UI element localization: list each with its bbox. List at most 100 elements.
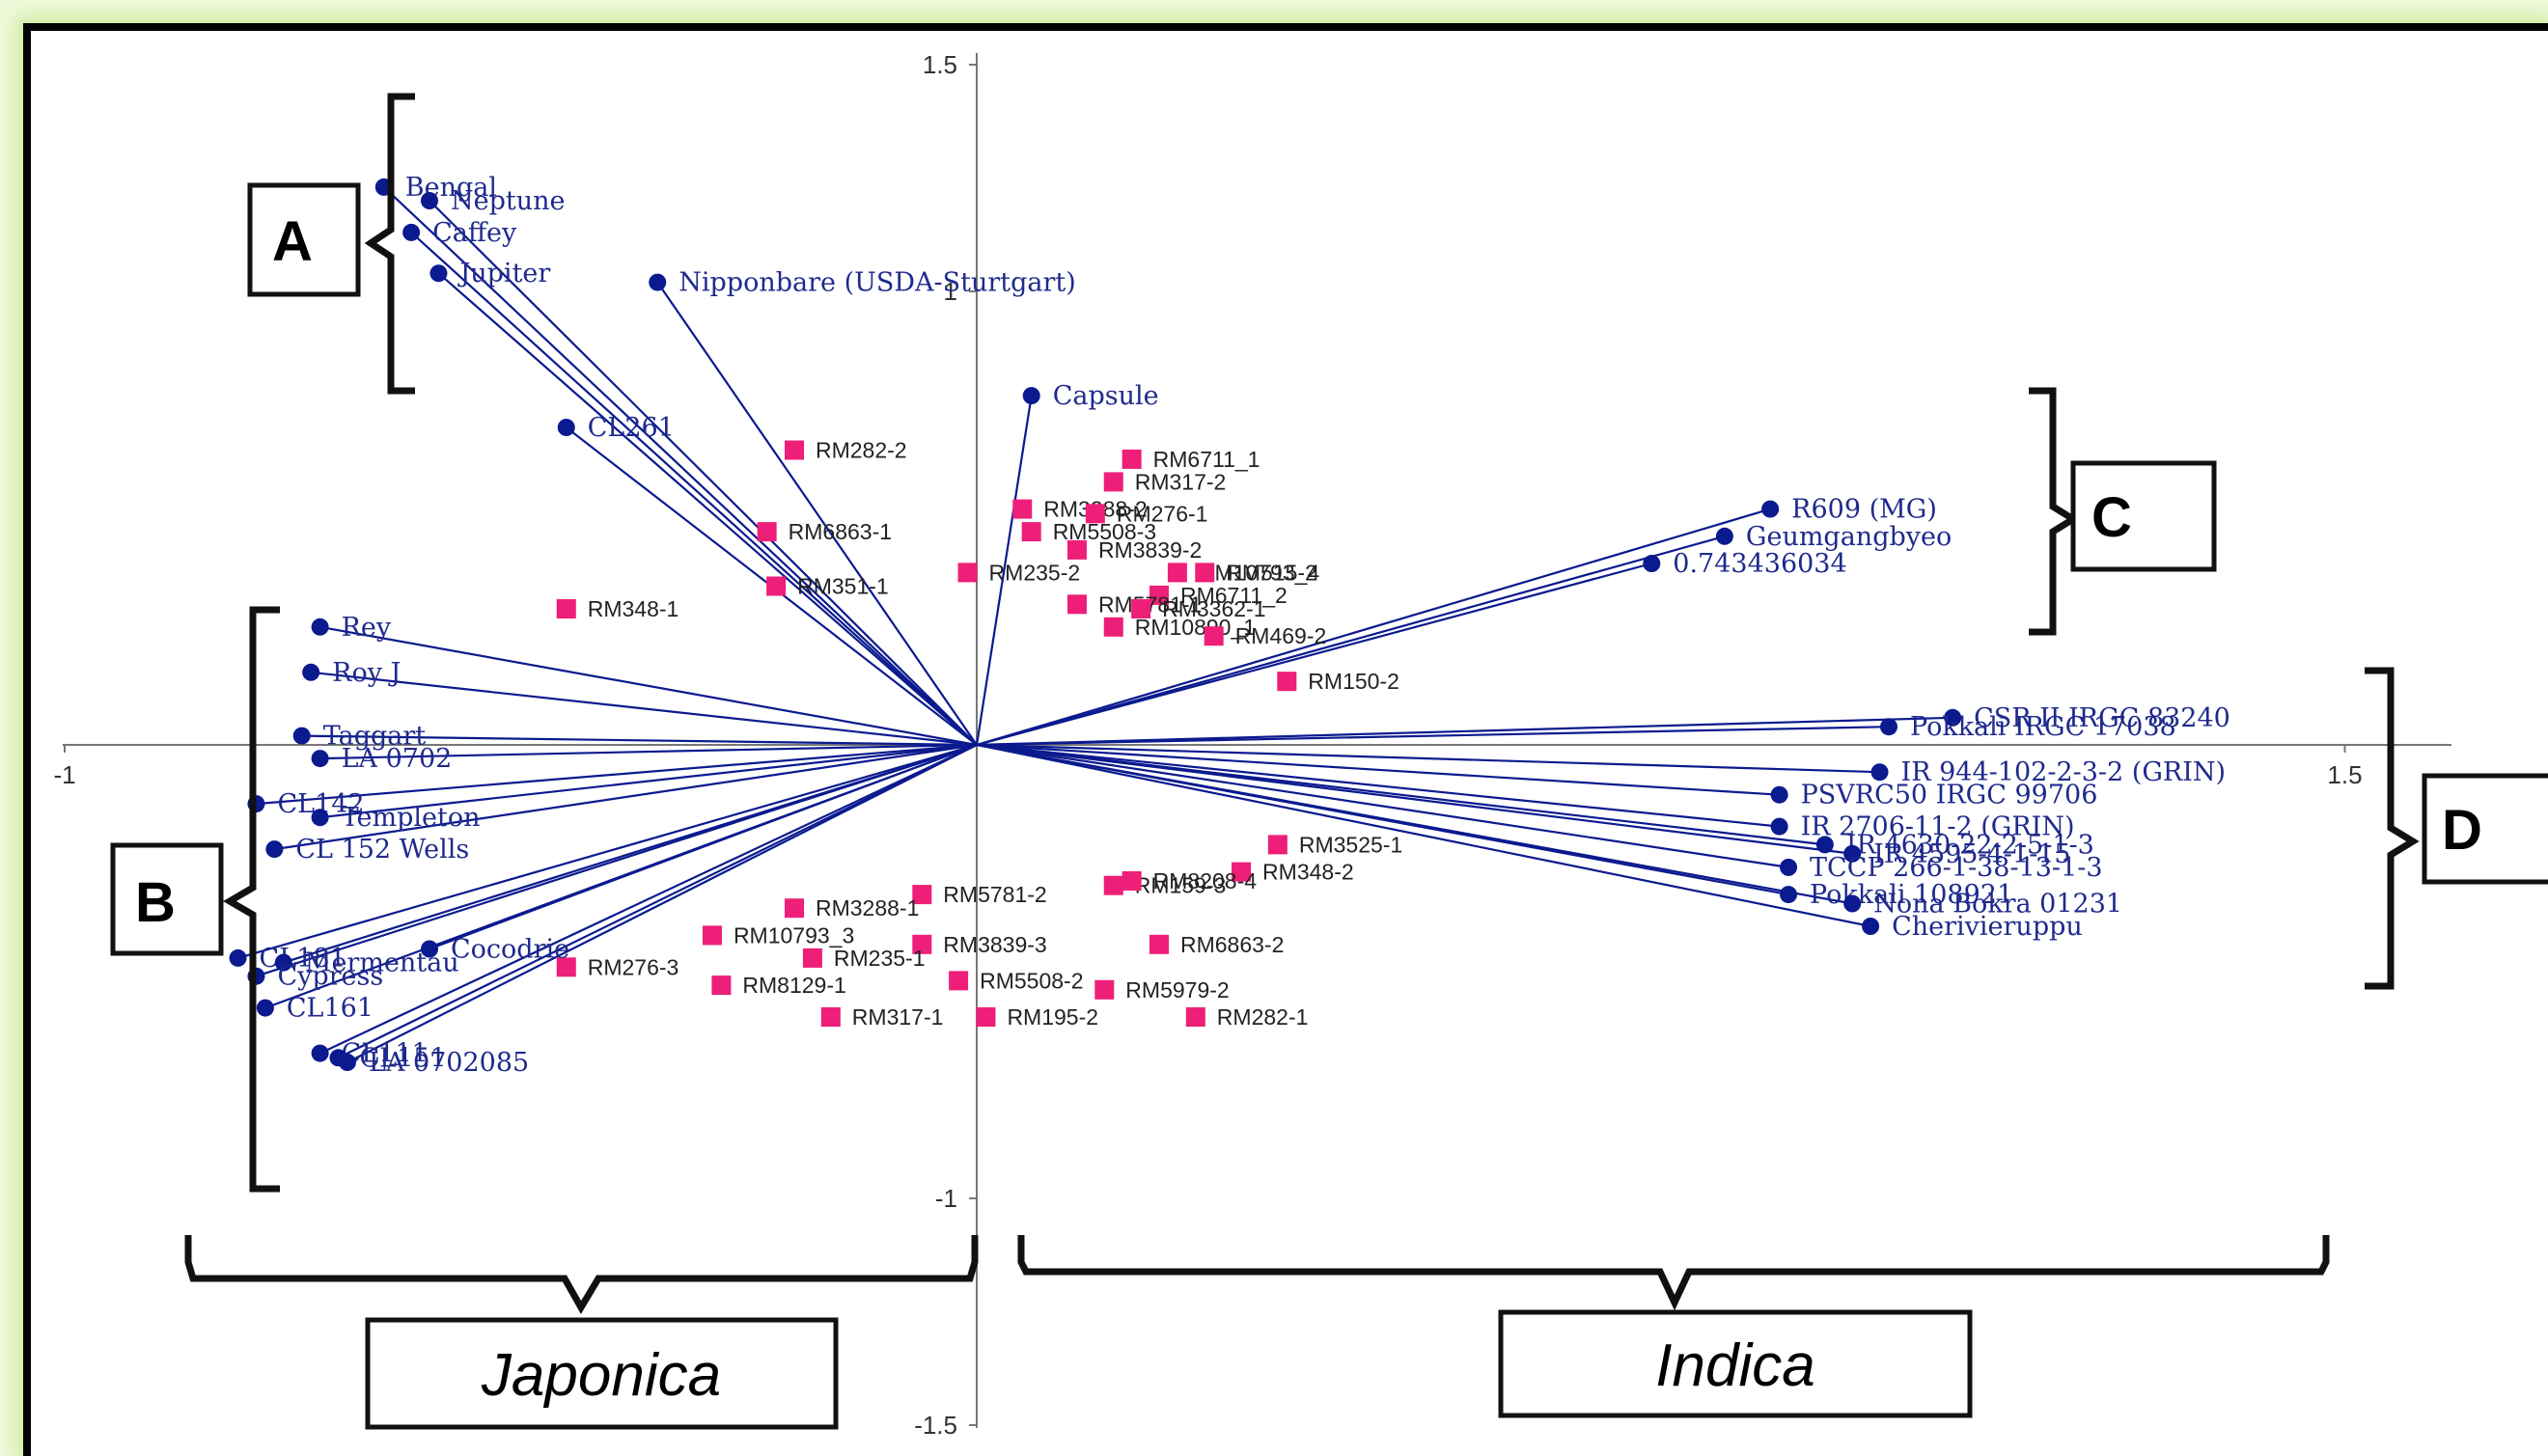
genotype-point [229,948,247,967]
y-tick-label: -1.5 [914,1411,957,1440]
genotype-point [402,223,421,241]
marker-label: RM351-1 [797,574,889,599]
genotype-vector [301,734,978,747]
genotype-label: Neptune [451,186,566,216]
genotype-point [265,840,284,859]
genotype-point [649,273,667,291]
marker-point [1149,934,1169,954]
genotype-label: PSVRC50 IRGC 99706 [1801,781,2098,810]
genotype-vector [256,743,978,806]
genotype-point [1862,918,1880,935]
bracket-c [2029,387,2080,636]
genotype-point [302,663,320,681]
marker-point [1021,522,1041,542]
japonica-label: Japonica [481,1342,721,1409]
y-tick-label: 1 [944,277,957,306]
marker-label: RM10793_4 [1199,560,1320,585]
y-tick-label: 1.5 [923,50,957,79]
genotype-point [1761,500,1780,518]
y-tick-label: -1 [935,1184,957,1213]
marker-point [702,925,722,946]
genotype-label: IR 944-102-2-3-2 (GRIN) [1901,757,2227,787]
genotype-point [1870,763,1889,782]
genotype-vector [319,625,978,747]
genotype-label: Roy J [332,658,401,688]
group-a-box: A [247,182,361,297]
marker-point [711,975,732,996]
genotype-label: CL151 [360,1043,447,1073]
genotype-vector [656,281,978,746]
genotype-vector [256,743,978,977]
genotype-point [274,953,292,972]
genotype-label: Templeton [342,803,481,833]
marker-point [1103,875,1123,895]
genotype-point [1770,817,1788,836]
genotype-point [1643,555,1661,572]
genotype-vector [346,744,978,1063]
genotype-label: IR 4595-4-1-15 [1873,839,2070,869]
marker-label: RM317-2 [1135,469,1227,494]
marker-point [976,1007,996,1027]
marker-label: RM276-1 [1117,501,1208,526]
marker-point [1204,626,1224,646]
genotype-label: LA 0702 [342,744,453,774]
indica-label: Indica [1655,1332,1814,1399]
genotype-vectors [237,186,1953,1063]
genotype-point [1022,387,1040,405]
marker-point [1232,862,1252,882]
genotype-point [311,750,329,768]
genotype-vector [976,508,1771,747]
bracket-indica [1017,1235,2330,1311]
marker-point [949,971,969,991]
x-tick-label: 1.5 [2327,760,2362,789]
genotype-vector [264,743,978,1009]
genotype-label: Taggart [323,722,427,752]
genotype-point [1780,858,1798,876]
genotype-point [256,999,274,1017]
genotype-vector [976,743,1880,774]
marker-point [1149,585,1169,605]
marker-point [912,934,932,954]
marker-label: RM317-1 [852,1004,944,1030]
marker-label: RM8129-1 [742,973,845,998]
genotype-label: Cherivieruppu [1892,912,2083,942]
marker-label: RM5781-2 [943,882,1046,907]
genotype-vector [410,232,978,746]
genotype-label: CL161 [287,994,374,1024]
genotype-point [311,809,329,827]
genotype-vector [319,744,978,1055]
genotype-point [421,940,438,958]
marker-point [1103,472,1123,492]
genotype-label: Pokkali 108921 [1810,880,2013,910]
genotype-point [311,618,329,636]
marker-label: RM282-2 [816,438,907,463]
marker-label: RM348-2 [1262,860,1354,885]
marker-point [1277,672,1297,692]
marker-label: RM3362-1 [1162,596,1265,621]
genotype-vector [976,726,1890,747]
genotype-label: Geumgangbyeo [1746,522,1952,552]
genotype-label: Nipponbare (USDA-Sturtgart) [679,268,1076,298]
genotype-label: Capsule [1053,381,1159,411]
marker-label: RM3288-1 [816,895,919,920]
bracket-b [223,606,280,1193]
genotype-label: TCCP 266-1-38-13-1-3 [1810,853,2102,883]
marker-label: RM159-3 [1135,873,1227,898]
genotype-label: IR 4630-22-2-5-1-3 [1846,830,2094,860]
marker-label: RM5508-3 [1053,519,1156,544]
marker-point [785,440,804,460]
marker-label: RM6863-2 [1180,932,1284,957]
genotype-label: CL261 [588,413,675,443]
marker-label: RM282-1 [1217,1004,1309,1030]
marker-label: RM5508-2 [980,968,1083,993]
genotype-point [429,264,448,283]
marker-label: RM3839-2 [1098,537,1202,563]
marker-point [556,599,576,618]
marker-point [1066,539,1087,560]
genotype-label: Mermentau [305,948,459,978]
genotype-point [311,1044,329,1062]
genotype-point [1815,836,1834,854]
marker-label: RM515-2 [1226,560,1317,585]
genotype-vector [976,743,1853,905]
group-b-label: B [135,871,176,934]
